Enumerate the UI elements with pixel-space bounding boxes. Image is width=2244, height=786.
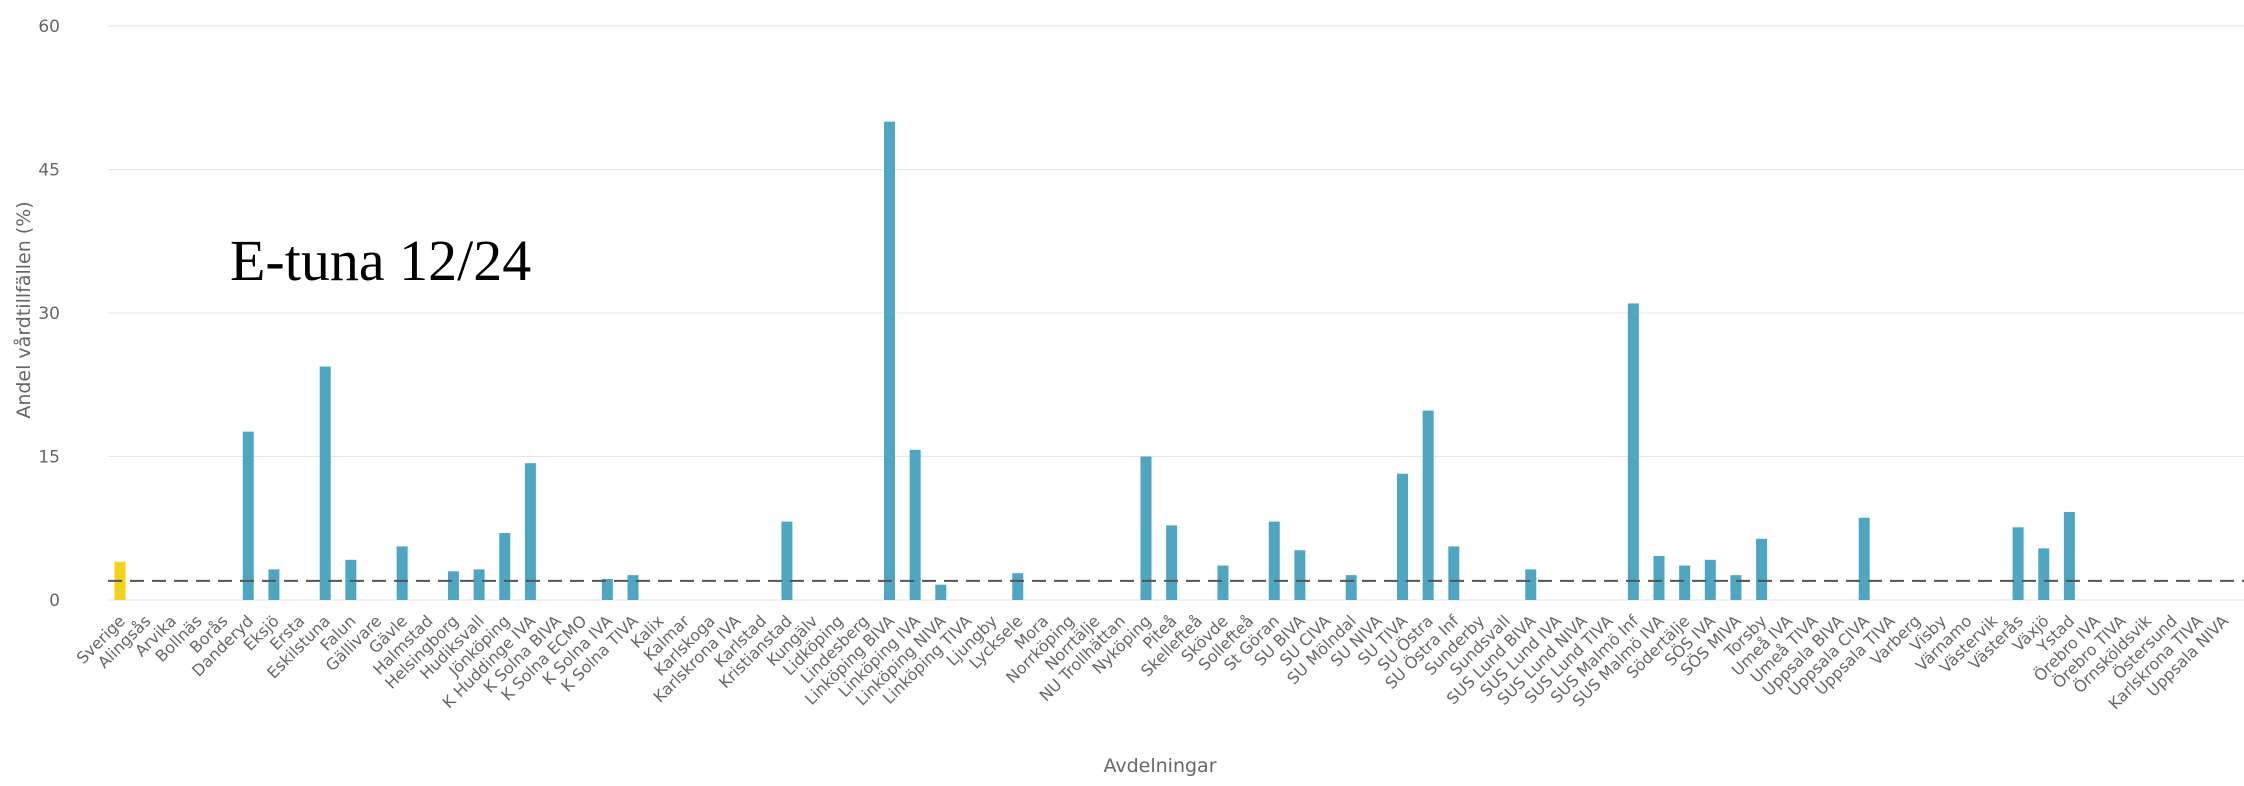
bar — [499, 533, 511, 600]
y-tick-label: 0 — [49, 591, 60, 611]
bar — [1730, 575, 1742, 600]
bar — [1704, 559, 1716, 600]
bar — [1012, 573, 1024, 600]
chart-annotation: E-tuna 12/24 — [230, 228, 531, 293]
bar — [2063, 511, 2075, 600]
bar — [1345, 575, 1357, 600]
bar — [627, 575, 639, 600]
bar — [268, 569, 280, 600]
x-axis-title: Avdelningar — [1103, 755, 1216, 777]
bar — [1217, 565, 1229, 600]
bar — [884, 121, 895, 601]
bar — [524, 463, 536, 600]
bar — [1140, 456, 1152, 600]
bar — [1166, 525, 1178, 600]
bar — [2012, 527, 2024, 600]
y-tick-label: 30 — [38, 304, 60, 324]
bar — [396, 546, 408, 600]
bar — [1268, 521, 1280, 600]
bar — [473, 569, 485, 600]
bar — [1858, 517, 1870, 600]
bar — [1448, 546, 1460, 600]
bar — [1525, 569, 1537, 600]
gridlines — [108, 25, 2244, 601]
y-axis-title: Andel vårdtillfällen (%) — [12, 201, 35, 418]
bar — [1627, 303, 1639, 600]
bar — [1756, 538, 1768, 600]
y-tick-label: 60 — [38, 17, 60, 37]
bar — [1422, 410, 1434, 600]
bar — [2038, 548, 2050, 600]
bar — [1653, 555, 1665, 600]
bar — [781, 521, 793, 600]
y-tick-label: 15 — [38, 448, 60, 468]
bar — [1294, 550, 1306, 600]
bar — [909, 449, 921, 600]
bar — [601, 578, 613, 600]
bar — [935, 584, 947, 600]
bar — [447, 571, 459, 600]
bars — [114, 121, 2075, 601]
x-tick-labels: SverigeAlingsåsArvikaBollnäsBoråsDandery… — [73, 611, 2233, 713]
bar — [1679, 565, 1691, 600]
y-tick-label: 45 — [38, 161, 60, 181]
bar — [242, 431, 254, 600]
y-tick-labels: 0 15 30 45 60 — [38, 17, 60, 611]
bar — [319, 366, 331, 600]
bar — [1397, 473, 1408, 600]
